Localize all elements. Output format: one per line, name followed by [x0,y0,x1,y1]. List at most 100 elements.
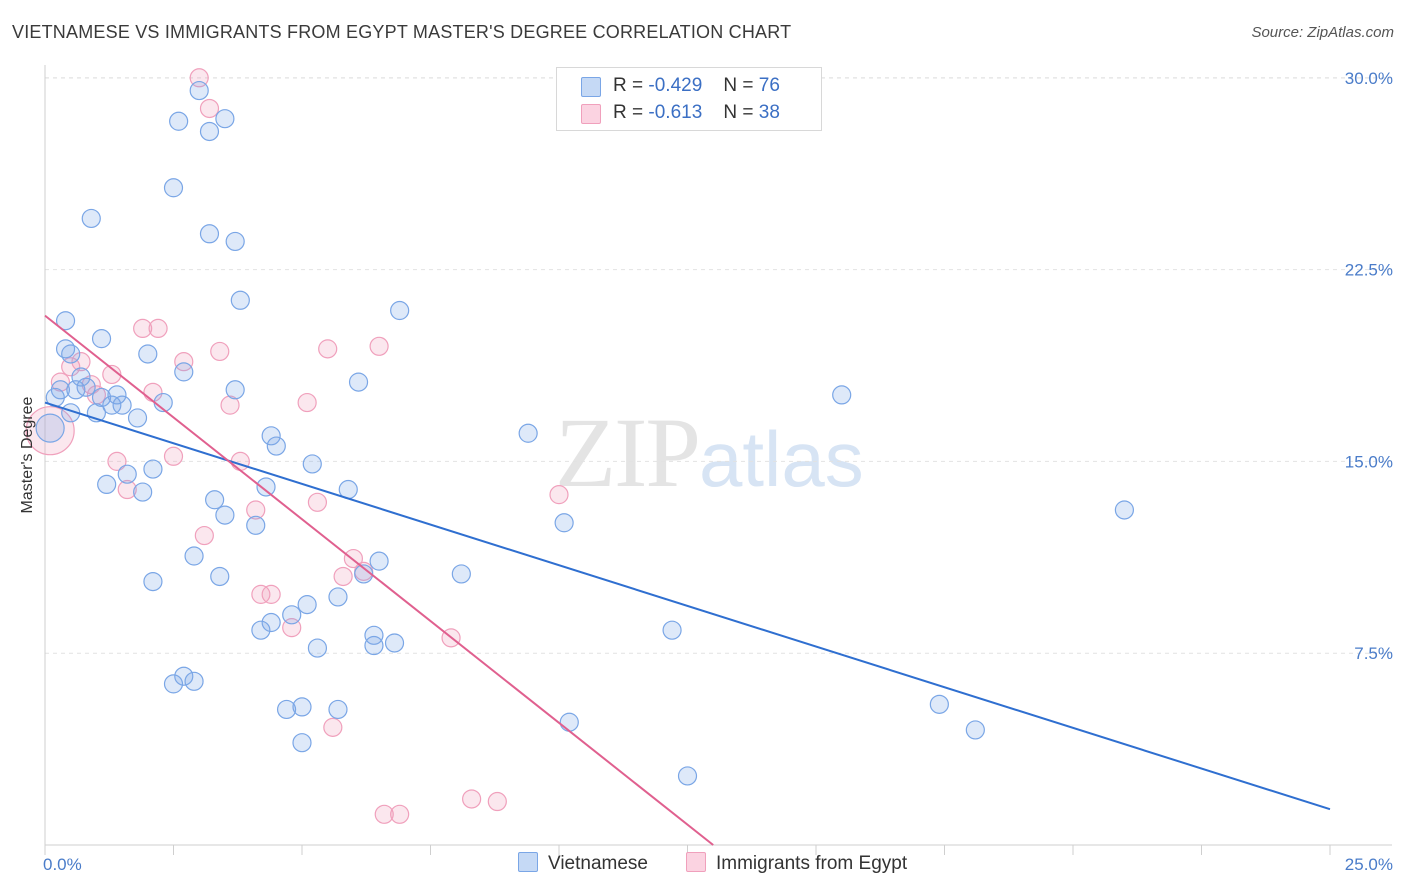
chart-title: VIETNAMESE VS IMMIGRANTS FROM EGYPT MAST… [12,22,792,42]
data-point-vietnamese [143,459,163,479]
watermark-atlas: atlas [699,415,864,503]
data-point-vietnamese [965,720,985,740]
bottom-legend-swatch-pink [686,852,706,872]
data-point-vietnamese [328,587,348,607]
legend-r-value: -0.613 [648,102,703,123]
bottom-legend-label: Vietnamese [548,853,648,874]
data-point-vietnamese [76,377,96,397]
data-point-vietnamese [832,385,852,405]
trend-lines [44,314,1331,846]
data-point-vietnamese [266,436,286,456]
data-point-vietnamese [451,564,471,584]
data-point-vietnamese [35,413,65,443]
legend-n-value: 38 [758,102,780,123]
legend-swatch-blue [581,77,601,97]
data-point-vietnamese [117,464,137,484]
data-point-vietnamese [354,564,374,584]
data-point-egypt [318,339,338,359]
data-point-egypt [333,566,353,587]
data-point-vietnamese [133,482,153,502]
data-point-vietnamese [1114,500,1135,520]
data-point-vietnamese [230,290,250,310]
data-point-vietnamese [518,423,538,443]
data-point-vietnamese [225,231,245,252]
data-point-vietnamese [205,490,225,510]
data-point-vietnamese [276,699,297,720]
legend-swatch-pink [581,104,601,124]
data-point-egypt [133,318,153,339]
source-label: Source: ZipAtlas.com [1251,24,1394,41]
data-point-vietnamese [364,625,384,645]
data-point-vietnamese [302,454,322,474]
data-point-vietnamese [189,80,209,101]
data-point-egypt [107,451,127,471]
data-point-vietnamese [91,387,112,408]
data-point-vietnamese [138,344,158,364]
watermark-zip: ZIP [555,397,701,508]
data-point-egypt [323,717,343,737]
axes [44,65,1392,855]
data-point-vietnamese [174,362,194,382]
data-point-vietnamese [225,380,245,400]
data-point-vietnamese [369,551,389,571]
data-point-vietnamese [348,372,369,392]
bottom-legend-egypt: Immigrants from Egypt [686,852,907,875]
data-point-vietnamese [256,477,276,497]
data-point-vietnamese [55,339,76,359]
stats-legend: R = -0.429 N = 76 R = -0.613 N = 38 [556,67,822,131]
data-point-egypt [246,500,266,520]
data-point-vietnamese [261,426,281,446]
legend-n-label: N = [723,102,754,123]
data-point-egypt [50,372,71,392]
data-point-vietnamese [127,408,148,428]
axis-labels: 7.5% 15.0% 22.5% 30.0% 0.0% 25.0% Master's Deg… [19,69,1393,874]
data-point-vietnamese [81,208,101,229]
data-point-vietnamese [390,300,410,321]
data-point-vietnamese [328,699,348,720]
data-point-vietnamese [91,329,112,349]
data-point-vietnamese [174,666,194,686]
data-point-egypt [307,492,328,512]
data-point-egypt [199,98,220,119]
legend-r-label: R = [613,75,644,96]
data-point-vietnamese [112,395,132,415]
data-point-vietnamese [246,515,266,535]
data-point-vietnamese [102,395,122,415]
data-point-vietnamese [364,635,384,656]
data-point-egypt [297,392,317,413]
data-point-egypt [81,375,101,395]
x-tick-label: 25.0% [1345,855,1393,874]
y-tick-label: 15.0% [1345,452,1393,471]
data-point-vietnamese [215,109,235,129]
data-point-vietnamese [929,694,949,714]
data-point-vietnamese [199,121,220,142]
data-point-egypt [487,791,507,812]
data-point-vietnamese [107,385,127,405]
trend-line-egypt [44,314,714,846]
legend-r-value: -0.429 [648,75,703,96]
data-point-egypt [369,336,389,356]
data-point-vietnamese [384,633,405,653]
data-point-vietnamese [297,595,317,615]
data-point-egypt [210,341,230,362]
data-point-egypt [194,525,214,546]
data-point-vietnamese [251,620,271,640]
data-point-egypt [163,446,184,466]
data-point-vietnamese [184,671,204,691]
y-axis-label: Master's Degree [19,396,36,513]
data-point-egypt [374,804,394,824]
legend-n-value: 76 [758,75,780,96]
bottom-legend-vietnamese: Vietnamese [518,852,648,875]
bottom-legend-swatch-blue [518,852,538,872]
series-vietnamese-points [35,80,1135,786]
data-point-vietnamese [307,638,328,658]
data-point-egypt [148,318,168,339]
data-point-egypt [174,352,194,372]
data-point-egypt [251,584,271,604]
data-point-vietnamese [292,733,312,753]
data-point-egypt [549,485,569,505]
data-point-vietnamese [163,674,184,694]
y-tick-label: 22.5% [1345,261,1393,280]
data-point-vietnamese [554,513,574,533]
legend-r-label: R = [613,102,644,123]
